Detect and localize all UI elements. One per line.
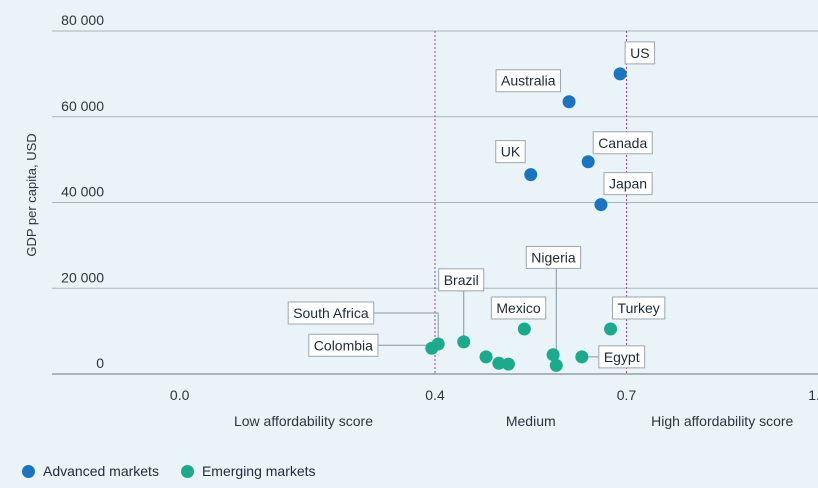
point-label-text: Nigeria [531,249,576,265]
scatter-chart: GDP per capita, USD 0 20 000 40 000 60 000 8… [24,12,818,429]
data-point [613,67,627,81]
data-point [425,341,439,355]
point-label: South Africa [287,301,375,325]
data-point [562,95,576,109]
band-label: Low affordability score [234,413,373,429]
point-label-box [603,172,653,196]
data-point [479,350,493,364]
point-label-box [592,131,653,155]
point-label: Nigeria [525,245,582,269]
point-label: Canada [592,131,653,155]
point-label-box [495,69,562,93]
data-point [581,155,595,169]
point-label-text: US [630,45,649,61]
y-tick-label: 0 [96,355,104,371]
point-label-text: Colombia [314,337,373,353]
point-label-text: Brazil [444,272,479,288]
point-label-text: Turkey [618,300,660,316]
point-label-text: UK [501,144,521,160]
data-point [457,335,471,349]
y-tick-label: 40 000 [61,184,104,200]
data-point [549,358,563,372]
point-label-text: Australia [501,73,556,89]
data-point [546,348,560,362]
point-label: US [624,41,656,65]
legend: Advanced markets Emerging markets [22,463,338,479]
legend-label-advanced: Advanced markets [43,463,159,479]
band-label: Medium [506,413,556,429]
point-label-text: Egypt [604,349,640,365]
label-leader-line [377,344,433,349]
point-label-box [612,296,666,320]
data-point [517,322,531,336]
point-label: Turkey [612,296,666,320]
point-label-box [525,245,582,269]
band-label: High affordability score [651,413,793,429]
legend-item-advanced: Advanced markets [22,463,159,479]
label-leader-line [458,290,465,342]
y-tick-label: 60 000 [61,98,104,114]
point-label-text: Canada [598,135,647,151]
data-point [604,322,618,336]
point-label-box [495,140,526,164]
legend-item-emerging: Emerging markets [180,463,316,479]
point-label: Mexico [490,296,547,320]
legend-swatch-advanced [22,464,35,478]
point-label: Egypt [598,345,646,369]
point-label-box [308,333,379,357]
point-label-box [490,296,547,320]
x-tick-label: 1.0 [808,387,818,403]
point-label-box [598,345,646,369]
x-tick-label: 0.7 [617,387,637,403]
point-label-box [438,268,485,292]
legend-swatch-emerging [180,464,194,478]
x-tick-label: 0.4 [425,387,445,403]
legend-label-emerging: Emerging markets [201,463,316,479]
label-leader-line [373,312,439,344]
data-point [575,350,589,364]
y-tick-label: 20 000 [61,269,104,285]
point-label: Japan [603,172,653,196]
y-tick-label: 80 000 [61,12,104,28]
data-point [594,198,608,212]
point-label: Australia [495,69,562,93]
data-point [501,357,515,371]
point-label-text: South Africa [293,305,369,321]
data-point [492,356,506,370]
x-tick-label: 0.0 [170,387,190,403]
point-label: UK [495,140,526,164]
point-label-box [624,41,656,65]
point-label-box [287,301,375,325]
point-label-text: Mexico [496,300,541,316]
point-label-text: Japan [609,176,647,192]
point-label: Colombia [308,333,379,357]
point-label: Brazil [438,268,485,292]
y-axis-label: GDP per capita, USD [24,133,39,256]
data-point [524,168,538,182]
